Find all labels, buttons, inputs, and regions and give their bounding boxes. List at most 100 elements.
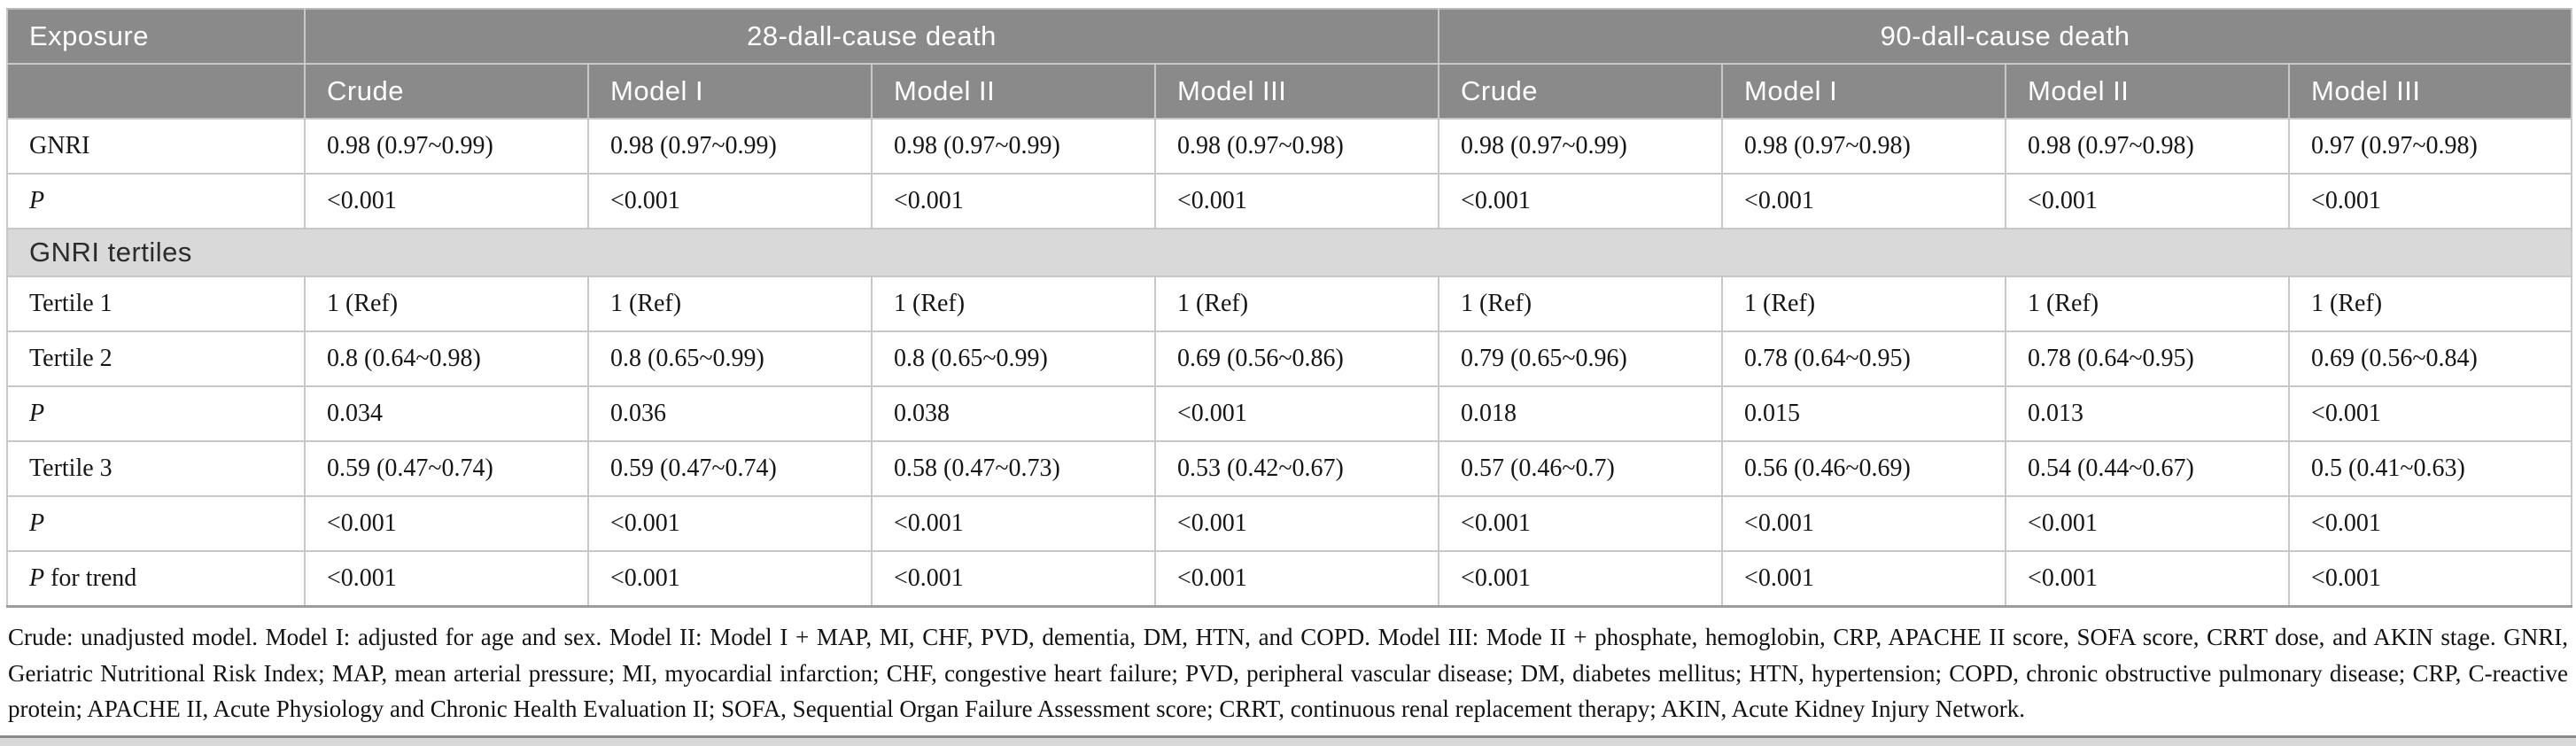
cell: 0.57 (0.46~0.7) (1438, 440, 1724, 497)
cell: 1 (Ref) (2288, 276, 2573, 332)
cell: <0.001 (1721, 495, 2007, 552)
cell: 0.56 (0.46~0.69) (1721, 440, 2007, 497)
subheader-model1-90d: Model I (1721, 63, 2007, 120)
cell: <0.001 (1153, 385, 1440, 442)
cell: 0.79 (0.65~0.96) (1438, 330, 1724, 387)
header-group-row: Exposure 28-dall-cause death 90-dall-cau… (6, 8, 2573, 65)
exposure-header: Exposure (6, 8, 306, 65)
corner-spacer (6, 63, 306, 120)
table-row: Tertile 3 0.59 (0.47~0.74) 0.59 (0.47~0.74… (6, 440, 2573, 497)
cell: 0.98 (0.97~0.98) (2005, 118, 2291, 175)
cell: 1 (Ref) (1721, 276, 2007, 332)
header-model-row: Crude Model I Model II Model III Crude M… (6, 63, 2573, 120)
cell: <0.001 (587, 495, 873, 552)
cell: 0.98 (0.97~0.99) (587, 118, 873, 175)
cell: 0.013 (2005, 385, 2291, 442)
cell: 0.59 (0.47~0.74) (587, 440, 873, 497)
cell: <0.001 (871, 173, 1156, 229)
cell: 0.58 (0.47~0.73) (871, 440, 1156, 497)
cell: <0.001 (587, 550, 873, 608)
subheader-model3-90d: Model III (2288, 63, 2573, 120)
cell: <0.001 (1153, 173, 1440, 229)
table-row: P <0.001 <0.001 <0.001 <0.001 <0.001 <0.001 <0.… (6, 495, 2573, 552)
cell: 0.78 (0.64~0.95) (2005, 330, 2291, 387)
group-header-90d: 90-dall-cause death (1438, 8, 2573, 65)
subheader-model3-28d: Model III (1153, 63, 1440, 120)
cell: 0.97 (0.97~0.98) (2288, 118, 2573, 175)
cell: 0.98 (0.97~0.99) (1438, 118, 1724, 175)
cell: <0.001 (2288, 550, 2573, 608)
cell: <0.001 (587, 173, 873, 229)
cell: 0.038 (871, 385, 1156, 442)
subheader-model2-90d: Model II (2005, 63, 2291, 120)
cell: 1 (Ref) (587, 276, 873, 332)
row-label: P for trend (6, 550, 306, 608)
subheader-crude-90d: Crude (1438, 63, 1724, 120)
row-label: Tertile 1 (6, 276, 306, 332)
cell: <0.001 (2288, 495, 2573, 552)
cell: 1 (Ref) (304, 276, 589, 332)
cell: <0.001 (1721, 550, 2007, 608)
cell: <0.001 (1438, 550, 1724, 608)
row-label: Tertile 2 (6, 330, 306, 387)
subheader-crude-28d: Crude (304, 63, 589, 120)
cell: 0.018 (1438, 385, 1724, 442)
cell: <0.001 (2005, 173, 2291, 229)
cell: 0.98 (0.97~0.98) (1153, 118, 1440, 175)
cell: 0.8 (0.65~0.99) (871, 330, 1156, 387)
table-header: Exposure 28-dall-cause death 90-dall-cau… (6, 8, 2573, 120)
cell: 0.8 (0.64~0.98) (304, 330, 589, 387)
cell: <0.001 (1438, 173, 1724, 229)
cell: <0.001 (2288, 173, 2573, 229)
table-row: P <0.001 <0.001 <0.001 <0.001 <0.001 <0.001 <0.… (6, 173, 2573, 229)
cell: <0.001 (1153, 495, 1440, 552)
subheader-model1-28d: Model I (587, 63, 873, 120)
section-label: GNRI tertiles (5, 228, 2573, 277)
table-row: GNRI 0.98 (0.97~0.99) 0.98 (0.97~0.99) 0.98… (6, 118, 2573, 175)
cell: <0.001 (304, 495, 589, 552)
cell: 1 (Ref) (1438, 276, 1724, 332)
cell: 0.53 (0.42~0.67) (1153, 440, 1440, 497)
cell: <0.001 (2288, 385, 2573, 442)
cell: <0.001 (2005, 495, 2291, 552)
cell: <0.001 (1153, 550, 1440, 608)
results-table: Exposure 28-dall-cause death 90-dall-cau… (5, 8, 2573, 608)
cell: 1 (Ref) (2005, 276, 2291, 332)
bottom-divider (0, 735, 2576, 746)
table-row: Tertile 2 0.8 (0.64~0.98) 0.8 (0.65~0.99) 0… (6, 330, 2573, 387)
subheader-model2-28d: Model II (871, 63, 1156, 120)
cell: 0.5 (0.41~0.63) (2288, 440, 2573, 497)
cell: 0.59 (0.47~0.74) (304, 440, 589, 497)
cell: 0.69 (0.56~0.84) (2288, 330, 2573, 387)
cell: <0.001 (1438, 495, 1724, 552)
table-row: P 0.034 0.036 0.038 <0.001 0.018 0.015 0.013 <0.… (6, 385, 2573, 442)
row-label: P (6, 495, 306, 552)
section-row: GNRI tertiles (5, 228, 2573, 277)
row-label: P (6, 385, 306, 442)
cell: 1 (Ref) (871, 276, 1156, 332)
cell: 0.98 (0.97~0.99) (304, 118, 589, 175)
cell: <0.001 (1721, 173, 2007, 229)
row-label: GNRI (6, 118, 306, 175)
row-label: P (6, 173, 306, 229)
cell: 0.98 (0.97~0.99) (871, 118, 1156, 175)
cell: 0.78 (0.64~0.95) (1721, 330, 2007, 387)
cell: 0.034 (304, 385, 589, 442)
row-label: Tertile 3 (6, 440, 306, 497)
table-body: GNRI 0.98 (0.97~0.99) 0.98 (0.97~0.99) 0.98… (5, 118, 2573, 608)
table-footnote: Crude: unadjusted model. Model I: adjust… (8, 624, 2568, 722)
cell: <0.001 (871, 550, 1156, 608)
cell: 0.54 (0.44~0.67) (2005, 440, 2291, 497)
cell: <0.001 (871, 495, 1156, 552)
cell: <0.001 (304, 550, 589, 608)
cell: 0.8 (0.65~0.99) (587, 330, 873, 387)
cell: 1 (Ref) (1153, 276, 1440, 332)
cell: <0.001 (304, 173, 589, 229)
cell: 0.69 (0.56~0.86) (1153, 330, 1440, 387)
cell: 0.98 (0.97~0.98) (1721, 118, 2007, 175)
cell: 0.036 (587, 385, 873, 442)
cell: 0.015 (1721, 385, 2007, 442)
group-header-28d: 28-dall-cause death (303, 8, 1440, 65)
